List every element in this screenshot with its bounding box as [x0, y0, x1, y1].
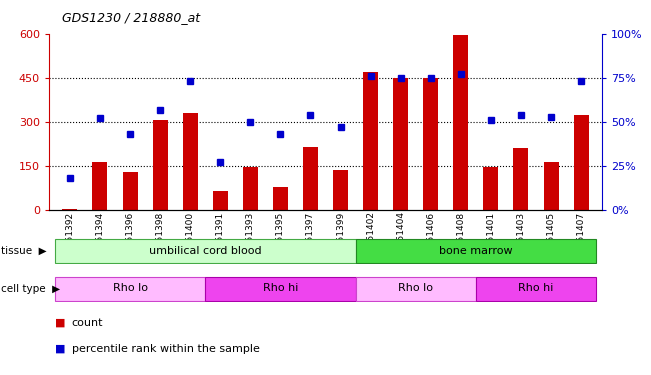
- Bar: [423, 78, 438, 210]
- Bar: [55, 240, 355, 263]
- Text: Rho lo: Rho lo: [113, 283, 148, 293]
- Text: tissue  ▶: tissue ▶: [1, 246, 47, 256]
- Bar: [476, 277, 596, 301]
- Text: umbilical cord blood: umbilical cord blood: [149, 246, 262, 256]
- Text: Rho hi: Rho hi: [518, 283, 554, 293]
- Bar: [544, 162, 559, 210]
- Bar: [514, 148, 529, 210]
- Text: cell type  ▶: cell type ▶: [1, 284, 61, 294]
- Bar: [205, 277, 355, 301]
- Bar: [484, 166, 499, 210]
- Bar: [62, 209, 77, 210]
- Bar: [355, 277, 476, 301]
- Bar: [92, 162, 107, 210]
- Text: ■: ■: [55, 318, 66, 327]
- Bar: [183, 113, 198, 210]
- Bar: [152, 120, 167, 210]
- Text: GDS1230 / 218880_at: GDS1230 / 218880_at: [62, 11, 200, 24]
- Bar: [55, 277, 205, 301]
- Text: Rho lo: Rho lo: [398, 283, 433, 293]
- Bar: [393, 78, 408, 210]
- Bar: [303, 147, 318, 210]
- Text: percentile rank within the sample: percentile rank within the sample: [72, 344, 260, 354]
- Text: Rho hi: Rho hi: [263, 283, 298, 293]
- Bar: [453, 35, 468, 210]
- Bar: [213, 191, 228, 210]
- Bar: [333, 170, 348, 210]
- Bar: [243, 166, 258, 210]
- Bar: [122, 172, 137, 210]
- Bar: [273, 186, 288, 210]
- Text: count: count: [72, 318, 103, 327]
- Bar: [355, 240, 596, 263]
- Text: ■: ■: [55, 344, 66, 354]
- Bar: [363, 72, 378, 210]
- Text: bone marrow: bone marrow: [439, 246, 513, 256]
- Bar: [574, 114, 589, 210]
